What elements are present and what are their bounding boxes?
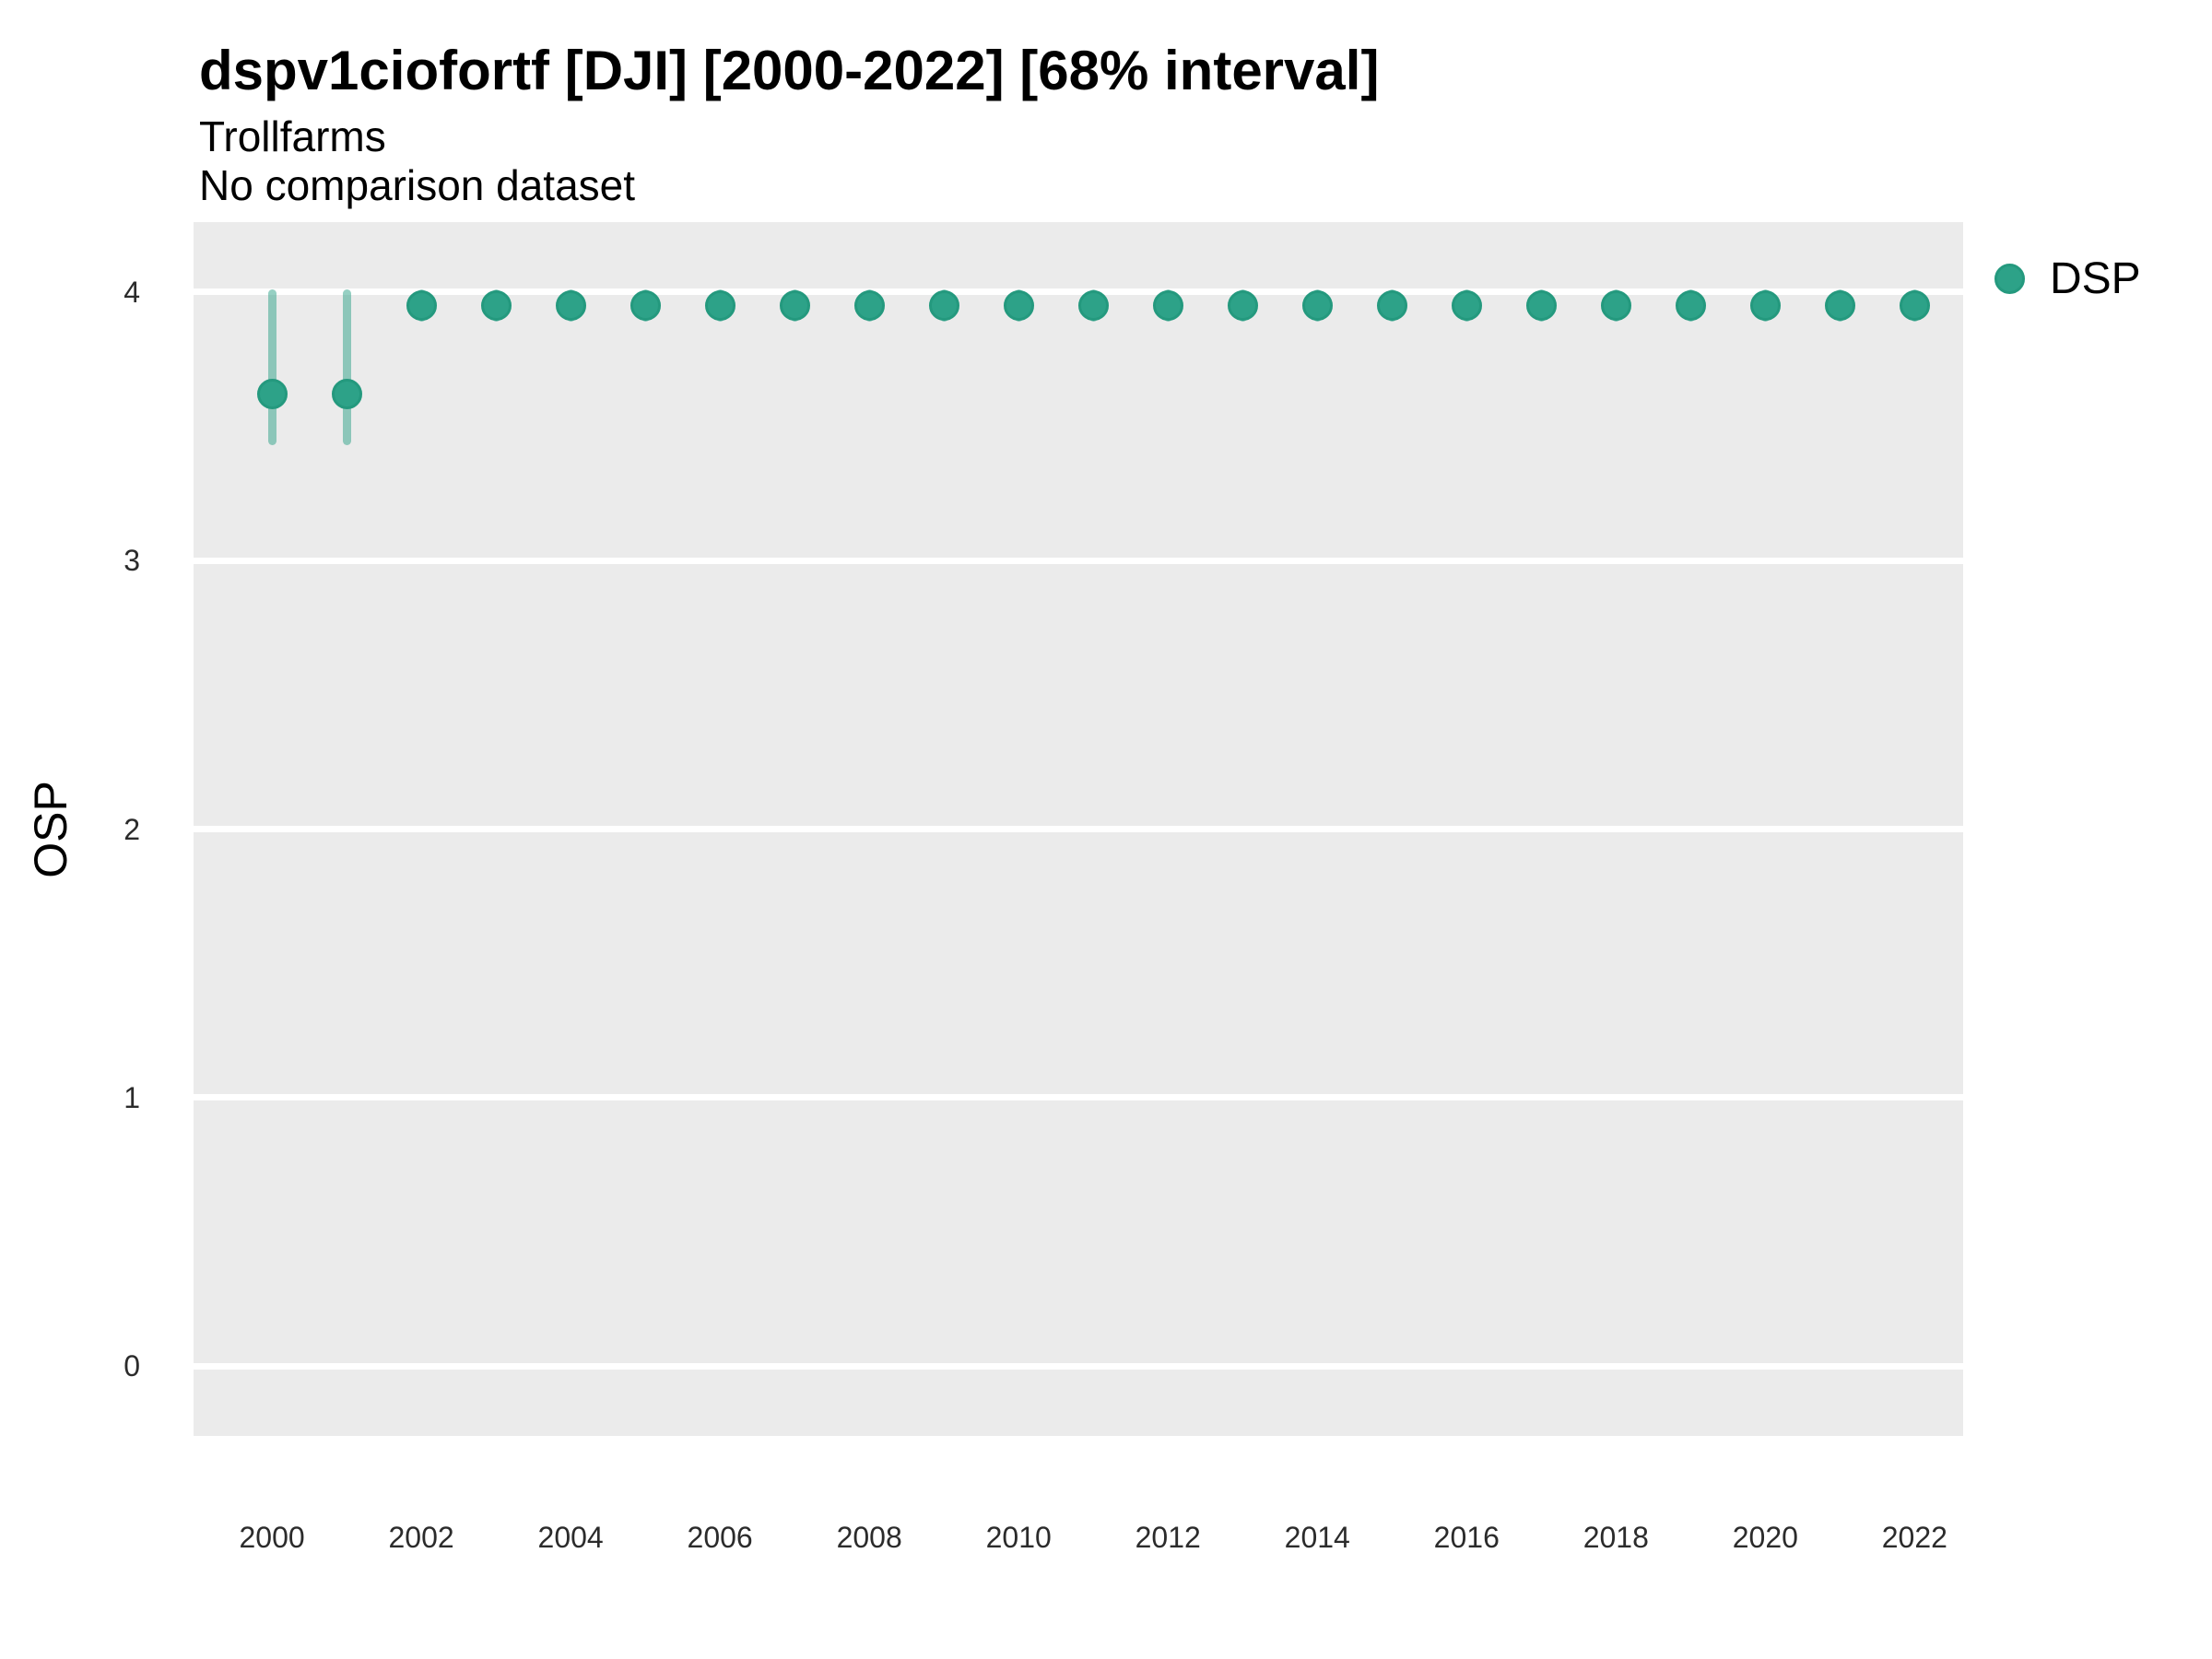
y-tick-label: 1 — [124, 1080, 140, 1114]
data-point — [555, 289, 586, 321]
data-point — [1675, 289, 1706, 321]
interval-bar — [267, 288, 276, 445]
data-point — [1600, 289, 1631, 321]
x-tick-label: 2016 — [1433, 1521, 1500, 1554]
legend-marker-icon — [1994, 263, 2025, 294]
chart-subtitle-line2: No comparison dataset — [199, 161, 636, 210]
data-point — [629, 289, 661, 321]
data-point — [1227, 289, 1258, 321]
gridline-y — [194, 1362, 1963, 1370]
x-tick-label: 2018 — [1583, 1521, 1649, 1554]
gridline-y — [194, 557, 1963, 564]
data-point — [1003, 289, 1034, 321]
x-tick-label: 2010 — [985, 1521, 1052, 1554]
data-point — [256, 378, 288, 409]
gridline-y — [194, 1094, 1963, 1101]
x-tick-label: 2022 — [1881, 1521, 1947, 1554]
data-point — [1451, 289, 1482, 321]
x-tick-label: 2004 — [537, 1521, 604, 1554]
data-point — [1749, 289, 1781, 321]
data-point — [1077, 289, 1109, 321]
legend-label: DSP — [2050, 253, 2141, 303]
data-point — [779, 289, 810, 321]
chart-title: dspv1ciofortf [DJI] [2000-2022] [68% int… — [199, 40, 1380, 101]
x-tick-label: 2002 — [388, 1521, 454, 1554]
data-point — [1899, 289, 1930, 321]
data-point — [1824, 289, 1855, 321]
chart-subtitle: Trollfarms No comparison dataset — [199, 112, 635, 211]
x-tick-label: 2020 — [1732, 1521, 1798, 1554]
gridline-y — [194, 288, 1963, 296]
data-point — [1152, 289, 1183, 321]
data-point — [704, 289, 735, 321]
data-point — [406, 289, 437, 321]
data-point — [480, 289, 512, 321]
x-tick-label: 2014 — [1284, 1521, 1350, 1554]
y-tick-label: 0 — [124, 1349, 140, 1383]
data-point — [1376, 289, 1407, 321]
x-tick-label: 2000 — [239, 1521, 305, 1554]
plot-panel — [194, 222, 1963, 1436]
data-point — [1525, 289, 1557, 321]
chart-subtitle-line1: Trollfarms — [199, 112, 386, 160]
y-tick-label: 2 — [124, 812, 140, 846]
x-tick-label: 2012 — [1135, 1521, 1201, 1554]
legend: DSP — [1994, 253, 2141, 303]
data-point — [331, 378, 362, 409]
gridline-y — [194, 826, 1963, 832]
y-tick-label: 4 — [124, 275, 140, 309]
interval-bar — [342, 288, 351, 445]
y-tick-label: 3 — [124, 544, 140, 578]
x-tick-label: 2008 — [836, 1521, 902, 1554]
data-point — [853, 289, 885, 321]
data-point — [928, 289, 959, 321]
data-point — [1301, 289, 1333, 321]
x-tick-label: 2006 — [687, 1521, 753, 1554]
